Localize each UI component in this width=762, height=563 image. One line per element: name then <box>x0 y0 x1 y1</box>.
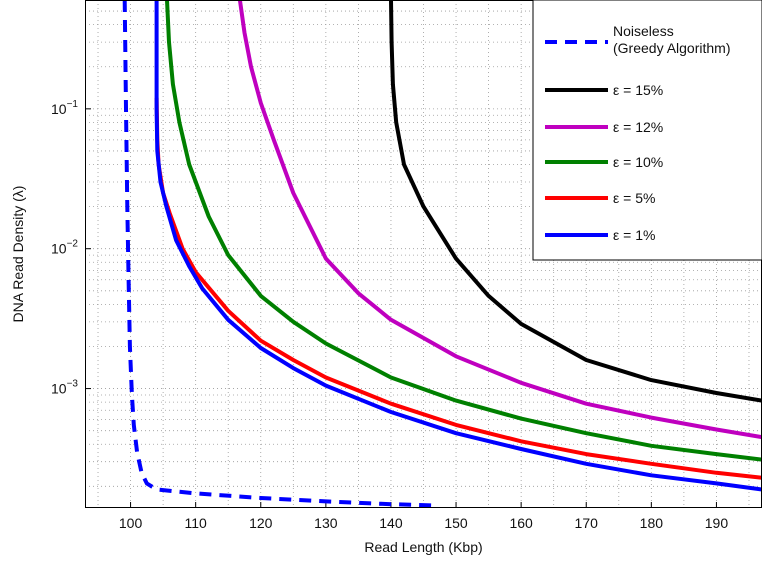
x-tick-label: 160 <box>509 515 533 531</box>
x-tick-label: 150 <box>444 515 468 531</box>
y-axis-label: DNA Read Density (λ) <box>10 186 26 323</box>
y-tick-label: 10−1 <box>51 99 78 117</box>
x-tick-label: 140 <box>379 515 403 531</box>
x-axis-label: Read Length (Kbp) <box>364 539 482 555</box>
series-line-5 <box>154 0 762 492</box>
x-tick-label: 190 <box>705 515 729 531</box>
legend-label: ε = 12% <box>613 119 663 135</box>
y-axis-ticks: 10−3 10−2 10−1 <box>51 99 91 397</box>
series-line-3 <box>165 0 762 462</box>
x-tick-label: 100 <box>119 515 143 531</box>
series-line-2 <box>237 0 762 440</box>
legend-label: Noiseless <box>613 23 674 39</box>
x-tick-label: 110 <box>184 515 207 531</box>
legend-label: ε = 10% <box>613 154 663 170</box>
x-tick-label: 120 <box>249 515 273 531</box>
series-line-1 <box>389 0 762 403</box>
y-tick-label: 10−2 <box>51 239 78 257</box>
x-tick-label: 130 <box>314 515 338 531</box>
series-line-0 <box>122 0 437 508</box>
legend: Noiseless(Greedy Algorithm) ε = 15% ε = 12… <box>532 0 762 261</box>
x-tick-label: 180 <box>640 515 664 531</box>
x-tick-label: 170 <box>575 515 599 531</box>
legend-label: ε = 15% <box>613 82 663 98</box>
legend-label: ε = 5% <box>613 190 655 206</box>
series-layer <box>122 0 762 508</box>
x-axis-ticks: 100 110 120 130 140 150 160 170 180 190 <box>119 502 728 531</box>
y-tick-label: 10−3 <box>51 379 78 397</box>
legend-label-line2: (Greedy Algorithm) <box>613 40 730 56</box>
legend-label: ε = 1% <box>613 227 655 243</box>
